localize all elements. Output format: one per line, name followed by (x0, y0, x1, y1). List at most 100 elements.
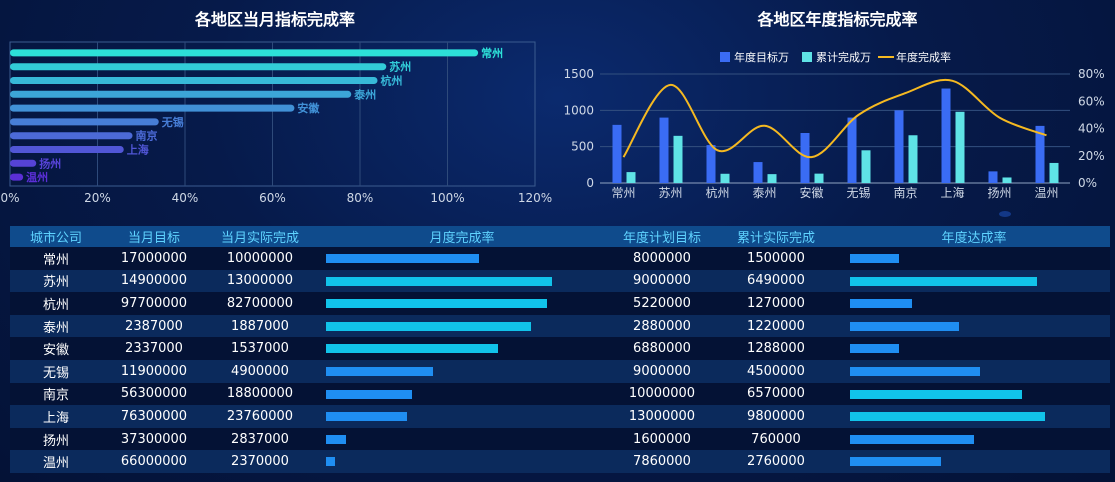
completed-bar-杭州 (720, 173, 730, 183)
annual-rate-cell (838, 382, 1110, 406)
table-cell: 1288000 (714, 337, 838, 360)
annual-rate-bar (850, 457, 941, 467)
x-tick-label: 上海 (940, 185, 964, 200)
annual-rate-bar (850, 366, 980, 376)
monthly-rate-bar (326, 389, 412, 399)
target-bar-杭州 (706, 145, 716, 183)
y-tick-right: 60% (1078, 94, 1105, 108)
monthly-rate-cell (314, 405, 610, 428)
table-cell: 无锡 (10, 359, 102, 383)
table-row: 上海 76300000 23760000 13000000 9800000 (10, 405, 1110, 428)
monthly-rate-bar (326, 434, 346, 444)
table-cell: 5220000 (610, 292, 714, 315)
monthly-rate-bar (326, 457, 336, 467)
monthly-rate-bar (326, 299, 547, 309)
table-cell: 18800000 (206, 382, 314, 406)
column-header: 月度完成率 (314, 226, 610, 247)
completed-bar-温州 (1049, 162, 1059, 183)
y-tick-right: 80% (1078, 67, 1105, 81)
bar-label-温州: 温州 (26, 170, 48, 184)
x-tick-label: 南京 (893, 185, 917, 200)
table-row: 无锡 11900000 4900000 9000000 4500000 (10, 359, 1110, 383)
table-cell: 南京 (10, 382, 102, 406)
table-cell: 17000000 (102, 247, 206, 270)
table-cell: 1500000 (714, 247, 838, 270)
monthly-rate-bar (326, 321, 532, 331)
bar-苏州 (10, 63, 387, 71)
table-cell: 7860000 (610, 450, 714, 473)
monthly-chart-title: 各地区当月指标完成率 (194, 10, 355, 29)
rate-line (622, 78, 1047, 159)
table-cell: 安徽 (10, 337, 102, 360)
table-row: 杭州 97700000 82700000 5220000 1270000 (10, 292, 1110, 315)
table-row: 扬州 37300000 2837000 1600000 760000 (10, 427, 1110, 451)
table-cell: 9800000 (714, 405, 838, 428)
table-cell: 1887000 (206, 314, 314, 338)
annual-rate-cell (838, 405, 1110, 428)
column-header: 当月实际完成 (206, 226, 314, 247)
annual-rate-bar (850, 389, 1022, 399)
bar-label-苏州: 苏州 (389, 60, 411, 74)
legend-swatch (720, 52, 730, 62)
monthly-rate-cell (314, 382, 610, 406)
target-bar-无锡 (847, 117, 857, 183)
table-cell: 上海 (10, 405, 102, 428)
y-tick-right: 0% (1078, 176, 1097, 190)
table-cell: 4500000 (714, 359, 838, 383)
annual-chart-title: 各地区年度指标完成率 (757, 10, 918, 29)
x-tick-label: 0% (0, 191, 19, 205)
table-cell: 泰州 (10, 314, 102, 338)
completed-bar-安徽 (814, 173, 824, 183)
completed-bar-南京 (908, 135, 918, 183)
target-bar-安徽 (800, 133, 810, 183)
annual-rate-bar (850, 299, 913, 309)
annual-rate-cell (838, 247, 1110, 270)
annual-rate-bar (850, 344, 900, 354)
monthly-rate-bar (326, 276, 553, 286)
bar-label-杭州: 杭州 (381, 74, 403, 88)
table-cell: 苏州 (10, 269, 102, 293)
table-cell: 6880000 (610, 337, 714, 360)
completed-bar-常州 (626, 172, 636, 183)
legend-label: 年度目标万 (734, 50, 789, 64)
annual-rate-bar (850, 412, 1045, 422)
table-cell: 1600000 (610, 427, 714, 451)
annual-rate-cell (838, 269, 1110, 293)
target-bar-上海 (941, 88, 951, 183)
table-cell: 6570000 (714, 382, 838, 406)
table-cell: 56300000 (102, 382, 206, 406)
bar-label-常州: 常州 (481, 46, 503, 60)
table-cell: 76300000 (102, 405, 206, 428)
monthly-rate-cell (314, 337, 610, 360)
bar-label-泰州: 泰州 (353, 87, 376, 101)
bar-南京 (10, 132, 133, 140)
table-cell: 杭州 (10, 292, 102, 315)
table-row: 常州 17000000 10000000 8000000 1500000 (10, 247, 1110, 270)
x-tick-label: 60% (259, 191, 286, 205)
x-tick-label: 120% (518, 191, 552, 205)
x-tick-label: 泰州 (752, 186, 776, 200)
monthly-rate-bar (326, 344, 498, 354)
y-tick-right: 20% (1078, 149, 1105, 163)
legend-label: 年度完成率 (896, 50, 951, 64)
table-cell: 1537000 (206, 337, 314, 360)
column-header: 年度达成率 (838, 226, 1110, 247)
monthly-rate-cell (314, 359, 610, 383)
table-cell: 2337000 (102, 337, 206, 360)
monthly-rate-bar (326, 254, 480, 263)
annual-completion-chart: 年度目标万 累计完成万 年度完成率 0 500 1000 1500 0% 20% 40% 60% 80… (563, 50, 1105, 217)
bar-杭州 (10, 77, 378, 84)
table-cell: 9000000 (610, 359, 714, 383)
bar-上海 (10, 146, 124, 153)
annual-rate-cell (838, 427, 1110, 451)
annual-rate-bar (850, 276, 1038, 286)
x-tick-label: 20% (84, 191, 111, 205)
table-cell: 14900000 (102, 269, 206, 293)
target-bar-扬州 (988, 171, 998, 183)
table-cell: 2387000 (102, 314, 206, 338)
table-row: 苏州 14900000 13000000 9000000 6490000 (10, 269, 1110, 293)
table-row: 南京 56300000 18800000 10000000 6570000 (10, 382, 1110, 406)
monthly-rate-cell (314, 292, 610, 315)
annual-rate-cell (838, 450, 1110, 473)
annual-rate-bar (850, 434, 974, 444)
